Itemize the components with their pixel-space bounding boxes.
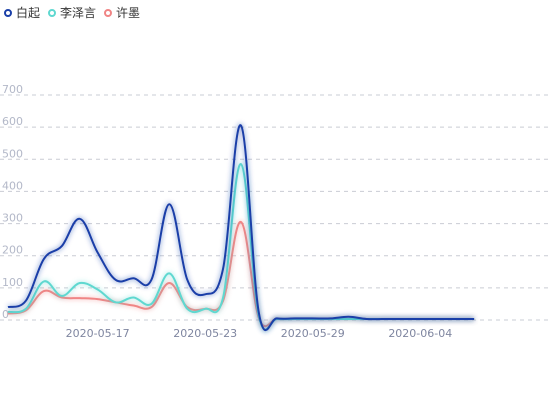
- y-tick-label-0: 0: [2, 308, 9, 321]
- legend-label-1: 李泽言: [60, 6, 97, 20]
- series-line-2[interactable]: [7, 220, 475, 328]
- y-tick-label-2: 200: [2, 244, 23, 257]
- y-tick-label-4: 400: [2, 179, 23, 192]
- x-tick-label-2: 2020-05-29: [281, 327, 345, 340]
- legend-label-0: 白起: [16, 6, 41, 20]
- grid-lines: [0, 94, 550, 321]
- chart-legend: 白起 李泽言 许墨: [4, 4, 140, 21]
- y-axis-ticks: 0 100 200 300 400 500 600 700: [2, 83, 23, 321]
- legend-item-1[interactable]: 李泽言: [48, 4, 96, 21]
- y-tick-label-7: 700: [2, 83, 23, 96]
- legend-label-2: 许墨: [116, 6, 141, 20]
- y-tick-label-5: 500: [2, 147, 23, 160]
- x-tick-label-1: 2020-05-23: [173, 327, 237, 340]
- series-lines: [7, 123, 475, 333]
- x-axis-ticks: 2020-05-17 2020-05-23 2020-05-29 2020-06-04: [66, 327, 453, 340]
- legend-item-0[interactable]: 白起: [4, 4, 40, 21]
- series-line-0[interactable]: [7, 124, 475, 332]
- x-tick-label-0: 2020-05-17: [66, 327, 130, 340]
- y-tick-label-1: 100: [2, 276, 23, 289]
- series-line-1[interactable]: [7, 163, 475, 331]
- series-glow-2: [7, 219, 475, 329]
- series-glow-1: [7, 162, 475, 332]
- x-tick-label-3: 2020-06-04: [388, 327, 452, 340]
- legend-marker-2: [104, 8, 113, 17]
- legend-item-2[interactable]: 许墨: [104, 4, 140, 21]
- y-tick-label-3: 300: [2, 212, 23, 225]
- y-tick-label-6: 600: [2, 115, 23, 128]
- legend-marker-0: [4, 8, 12, 17]
- legend-marker-1: [48, 8, 57, 17]
